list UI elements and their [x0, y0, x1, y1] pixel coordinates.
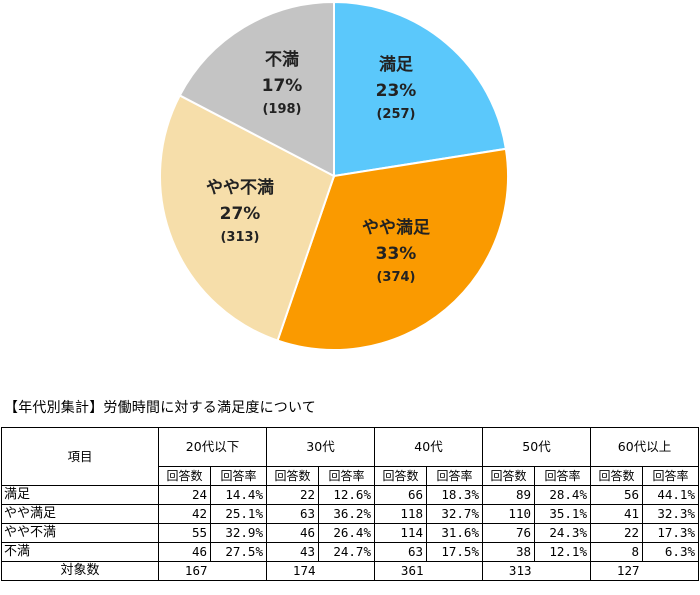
rate-cell: 12.1%: [534, 542, 591, 562]
slice-count: (313): [220, 230, 259, 245]
row-label: やや不満: [1, 523, 159, 543]
empty-cell: [534, 561, 591, 581]
rate-cell: 6.3%: [642, 542, 699, 562]
slice-label: 満足: [379, 54, 413, 75]
count-cell: 55: [158, 523, 211, 543]
rate-cell: 27.5%: [210, 542, 267, 562]
total-count-cell: 313: [482, 561, 535, 581]
count-cell: 118: [374, 504, 427, 524]
slice-percent: 27%: [220, 204, 261, 224]
rate-cell: 18.3%: [426, 485, 483, 505]
pie-chart: 満足 23% (257) やや満足 33% (374) やや不満 27% (313) 不満 17% (…: [159, 0, 509, 351]
slice-count: (198): [262, 102, 301, 117]
count-cell: 46: [266, 523, 319, 543]
rate-cell: 28.4%: [534, 485, 591, 505]
count-cell: 38: [482, 542, 535, 562]
rate-cell: 31.6%: [426, 523, 483, 543]
slice-label: やや不満: [206, 177, 274, 198]
count-cell: 89: [482, 485, 535, 505]
empty-cell: [426, 561, 483, 581]
slice-count: (374): [376, 270, 415, 285]
rate-cell: 32.9%: [210, 523, 267, 543]
age-group-header: 20代以下: [158, 427, 267, 467]
rate-cell: 32.3%: [642, 504, 699, 524]
age-group-header: 50代: [482, 427, 591, 467]
count-header: 回答数: [374, 466, 427, 486]
row-label: やや満足: [1, 504, 159, 524]
count-cell: 46: [158, 542, 211, 562]
rate-cell: 32.7%: [426, 504, 483, 524]
pie-slice: [333, 0, 508, 178]
rate-header: 回答率: [534, 466, 591, 486]
count-cell: 22: [266, 485, 319, 505]
pie-slice: [159, 94, 336, 342]
total-label: 対象数: [1, 561, 159, 581]
count-cell: 8: [590, 542, 643, 562]
count-cell: 22: [590, 523, 643, 543]
pie-slice: [178, 0, 335, 178]
count-cell: 42: [158, 504, 211, 524]
count-header: 回答数: [266, 466, 319, 486]
total-row: 対象数 167 174 361 313 127: [1, 561, 699, 581]
total-count-cell: 127: [590, 561, 643, 581]
rate-cell: 36.2%: [318, 504, 375, 524]
count-cell: 66: [374, 485, 427, 505]
slice-percent: 33%: [376, 244, 417, 264]
rate-header: 回答率: [210, 466, 267, 486]
rate-cell: 12.6%: [318, 485, 375, 505]
count-cell: 114: [374, 523, 427, 543]
age-group-header: 40代: [374, 427, 483, 467]
count-cell: 110: [482, 504, 535, 524]
row-label: 不満: [1, 542, 159, 562]
rate-cell: 24.7%: [318, 542, 375, 562]
section-title: 【年代別集計】労働時間に対する満足度について: [4, 400, 316, 416]
slice-count: (257): [376, 107, 415, 122]
table-row: やや不満 55 32.9% 46 26.4% 114 31.6% 76 24.3% 22 17.3%: [1, 523, 699, 543]
rate-header: 回答率: [318, 466, 375, 486]
rate-cell: 24.3%: [534, 523, 591, 543]
count-cell: 56: [590, 485, 643, 505]
item-header: 項目: [1, 427, 159, 486]
table-row: やや満足 42 25.1% 63 36.2% 118 32.7% 110 35.1% 41 32.3…: [1, 504, 699, 524]
pie-slice: [276, 147, 509, 351]
total-count-cell: 167: [158, 561, 211, 581]
rate-cell: 35.1%: [534, 504, 591, 524]
total-count-cell: 361: [374, 561, 427, 581]
rate-cell: 14.4%: [210, 485, 267, 505]
table-row: 不満 46 27.5% 43 24.7% 63 17.5% 38 12.1% 8 6.3%: [1, 542, 699, 562]
empty-cell: [210, 561, 267, 581]
count-header: 回答数: [482, 466, 535, 486]
age-group-header: 30代: [266, 427, 375, 467]
slice-percent: 17%: [262, 76, 303, 96]
rate-cell: 17.5%: [426, 542, 483, 562]
rate-cell: 44.1%: [642, 485, 699, 505]
rate-cell: 26.4%: [318, 523, 375, 543]
slice-percent: 23%: [376, 81, 417, 101]
count-header: 回答数: [590, 466, 643, 486]
table-row: 満足 24 14.4% 22 12.6% 66 18.3% 89 28.4% 56 44.1%: [1, 485, 699, 505]
rate-header: 回答率: [642, 466, 699, 486]
count-cell: 63: [374, 542, 427, 562]
count-cell: 24: [158, 485, 211, 505]
slice-label: 不満: [265, 49, 299, 70]
total-count-cell: 174: [266, 561, 319, 581]
empty-cell: [318, 561, 375, 581]
rate-cell: 17.3%: [642, 523, 699, 543]
age-group-header: 60代以上: [590, 427, 699, 467]
count-cell: 76: [482, 523, 535, 543]
count-header: 回答数: [158, 466, 211, 486]
count-cell: 43: [266, 542, 319, 562]
rate-cell: 25.1%: [210, 504, 267, 524]
slice-label: やや満足: [362, 217, 430, 238]
row-label: 満足: [1, 485, 159, 505]
empty-cell: [642, 561, 699, 581]
age-group-table: 項目 20代以下 30代 40代 50代 60代以上 回答数 回答率 回答数 回…: [1, 427, 699, 581]
rate-header: 回答率: [426, 466, 483, 486]
count-cell: 41: [590, 504, 643, 524]
count-cell: 63: [266, 504, 319, 524]
